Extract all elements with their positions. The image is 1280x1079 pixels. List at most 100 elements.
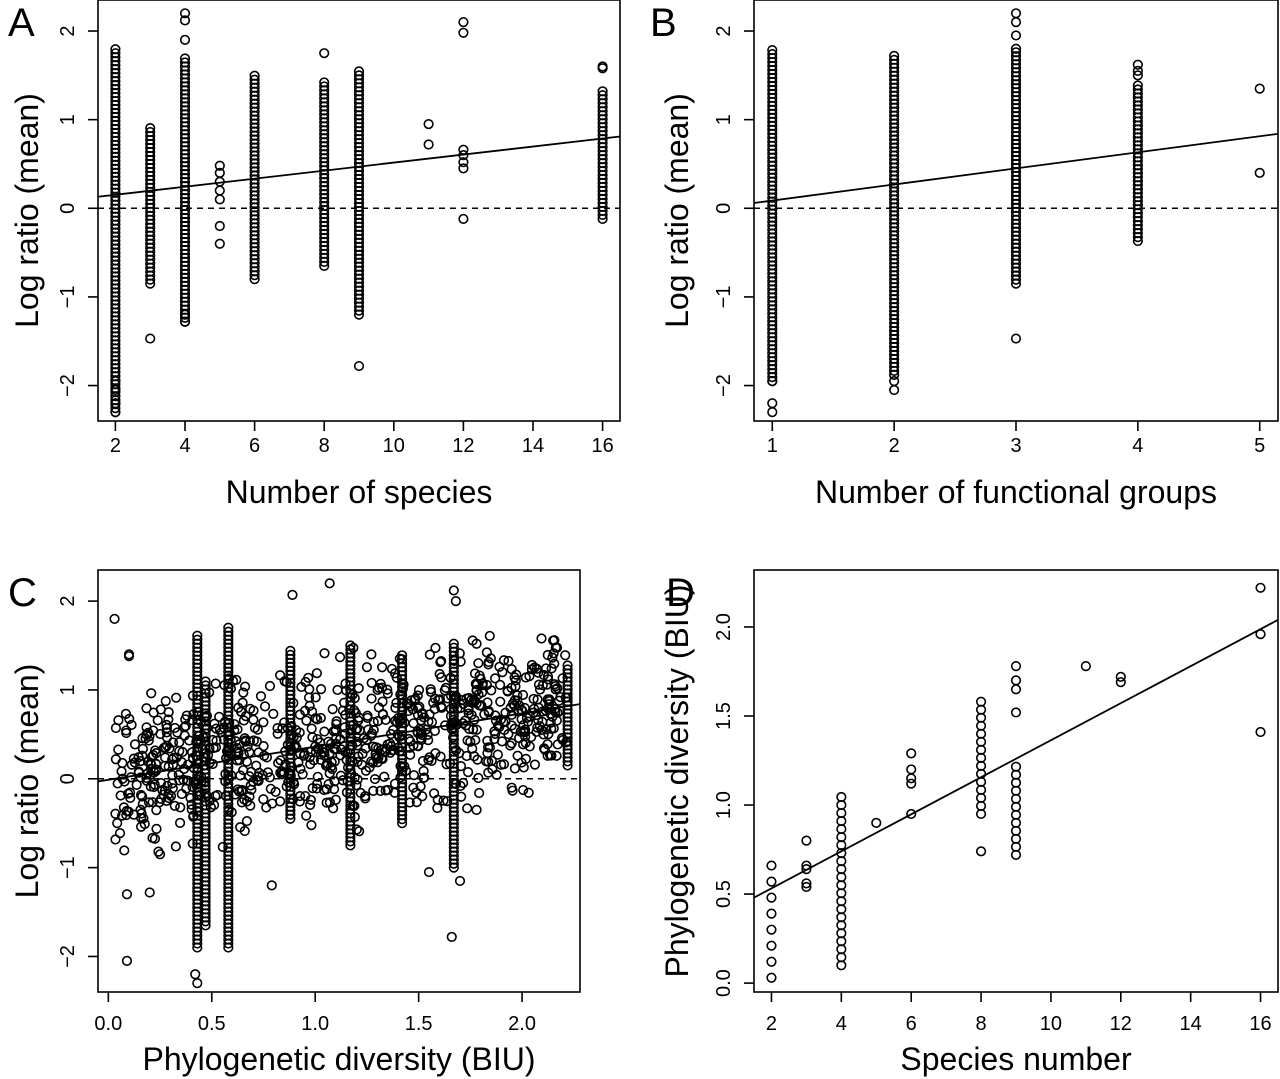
data-point [214,185,225,196]
data-point [560,737,572,748]
data-point [377,662,388,673]
x-tick-label: 16 [1249,1013,1271,1035]
x-tick-label: 16 [591,435,613,457]
data-point [324,578,335,589]
data-point [425,684,436,695]
data-point [534,684,546,695]
data-point [249,70,260,81]
data-point [223,726,234,738]
data-point [311,668,322,679]
data-point [137,743,149,755]
x-tick-label: 1.0 [301,1013,329,1035]
data-point [404,797,415,808]
data-point [533,715,544,726]
data-point [518,784,529,796]
data-point [268,708,279,719]
data-point [1115,677,1126,688]
data-point [375,785,386,797]
data-point [235,822,246,833]
data-point [413,741,424,752]
data-point [459,715,471,726]
x-tick-label: 2.0 [508,1013,536,1035]
data-point [214,160,225,171]
data-point [528,693,539,705]
data-point [766,892,777,903]
data-point [413,684,425,696]
data-point [399,717,410,728]
data-point [295,763,306,774]
data-point [597,63,608,74]
data-point [191,736,202,747]
data-point [520,672,531,683]
data-point [110,808,121,819]
data-point [347,800,358,811]
data-point [319,77,330,88]
data-point [330,724,341,735]
data-point [1132,59,1143,70]
data-point [252,771,263,782]
y-tick-label: 0.5 [713,880,735,908]
data-point [236,797,247,808]
data-point [906,764,917,775]
data-point [193,707,204,718]
data-point [408,740,419,751]
data-point [350,708,361,719]
y-axis-title: Phylogenetic diversity (BIU) [659,584,695,977]
data-point [282,739,293,750]
data-point [403,705,414,717]
data-point [310,713,321,724]
y-tick-label: −1 [57,286,79,309]
x-tick-label: 2 [889,435,900,457]
y-tick-label: 2 [57,596,79,607]
data-point [238,749,249,760]
data-point [307,732,318,743]
data-point [370,749,381,760]
data-point [435,657,446,668]
data-point [397,683,408,694]
data-point [148,707,159,718]
data-point [312,771,323,782]
data-point [543,702,555,713]
data-point [329,743,340,755]
data-point [151,764,162,775]
data-point [1080,661,1091,672]
data-point [151,823,162,834]
data-point [301,810,312,821]
data-point [126,719,137,730]
data-point [214,194,225,205]
data-point [347,689,358,700]
data-point [239,681,251,692]
x-tick-label: 12 [1110,1013,1132,1035]
y-tick-label: 2 [713,25,735,36]
data-point [395,772,406,783]
data-point [366,649,377,660]
data-point [386,663,398,675]
x-tick-label: 4 [836,1013,847,1035]
x-tick-label: 6 [906,1013,917,1035]
data-point [417,755,429,767]
data-point [121,955,133,967]
data-point [430,642,441,653]
data-point [245,703,256,714]
data-point [484,742,495,753]
data-point [226,770,237,781]
data-point [509,672,520,683]
data-point [341,787,353,798]
data-point [306,820,317,831]
data-point [272,728,283,739]
y-tick-label: 2.0 [713,613,735,641]
data-point [417,709,428,720]
regression-line [753,619,1279,899]
data-point [294,709,305,720]
data-point [767,376,778,387]
data-point [200,676,211,687]
data-point [766,956,777,967]
data-point [766,860,777,871]
data-point [472,754,483,765]
panel-letter: A [8,1,35,45]
data-point [285,649,296,660]
data-point [141,729,152,740]
data-point [458,27,469,38]
data-point [458,777,469,789]
data-point [1010,8,1022,19]
